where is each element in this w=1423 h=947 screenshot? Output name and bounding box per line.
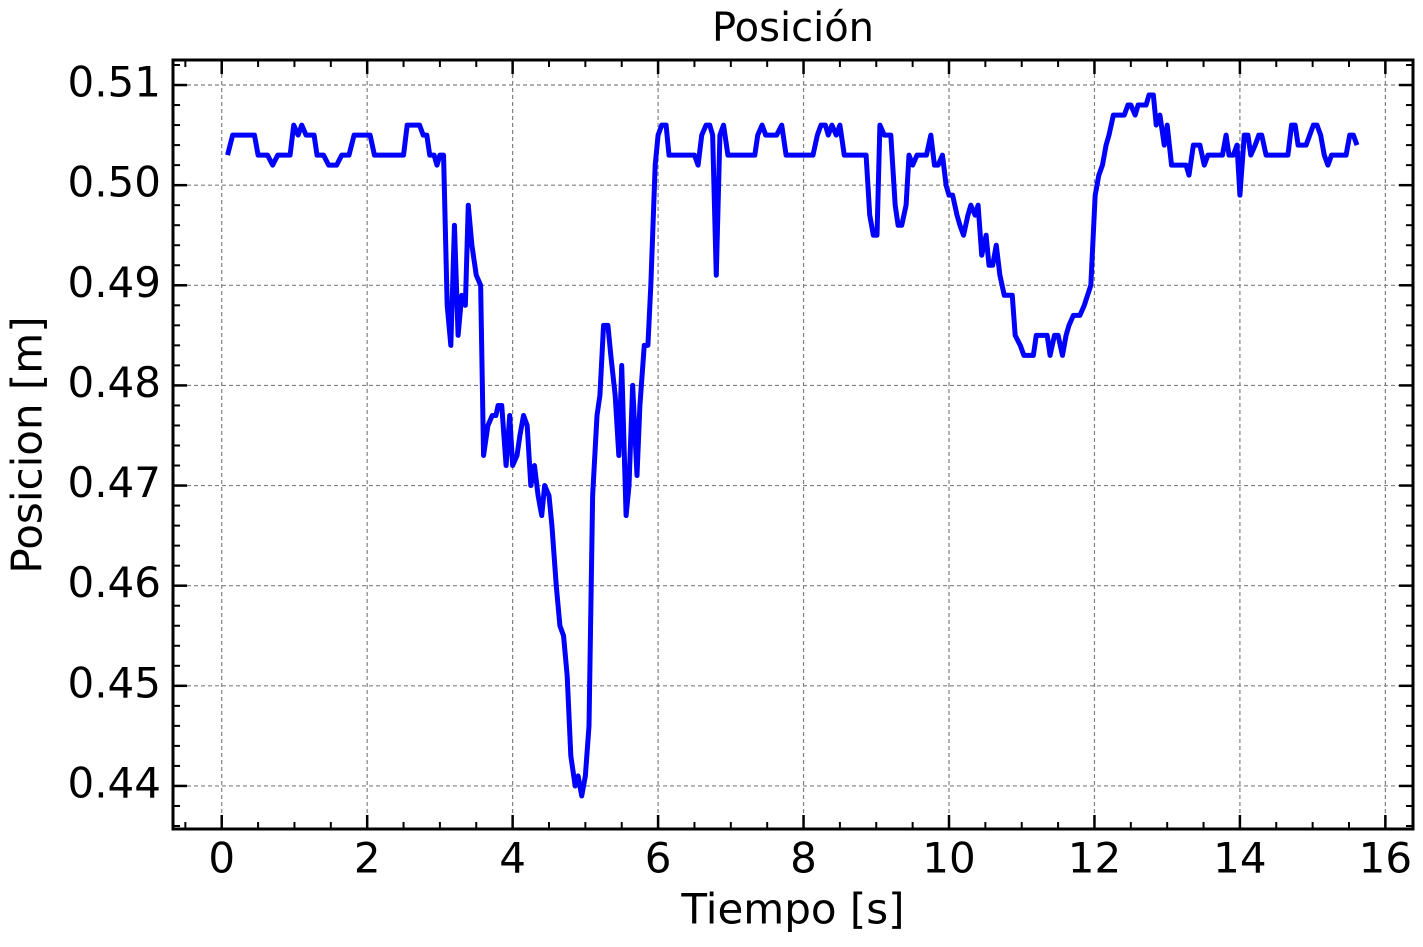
data-line — [225, 92, 1360, 799]
x-tick-label: 8 — [790, 834, 817, 883]
y-tick-label: 0.46 — [67, 558, 161, 607]
x-tick-label: 12 — [1068, 834, 1121, 883]
y-tick-label: 0.44 — [67, 758, 161, 807]
x-tick-label: 10 — [922, 834, 975, 883]
x-axis-label: Tiempo [s] — [680, 885, 904, 934]
x-tick-label: 6 — [645, 834, 672, 883]
x-tick-label: 2 — [354, 834, 381, 883]
y-tick-label: 0.51 — [67, 58, 161, 107]
y-axis-label: Posicion [m] — [3, 316, 52, 573]
plot-frame — [171, 58, 1415, 831]
chart-title: Posición — [712, 5, 874, 51]
x-tick-label: 4 — [499, 834, 526, 883]
y-tick-label: 0.45 — [67, 658, 161, 707]
x-tick-label: 16 — [1359, 834, 1412, 883]
y-tick-label: 0.48 — [67, 358, 161, 407]
x-tick-label: 14 — [1213, 834, 1266, 883]
x-tick-label: 0 — [208, 834, 235, 883]
y-tick-label: 0.49 — [67, 258, 161, 307]
y-tick-label: 0.50 — [67, 158, 161, 207]
y-tick-label: 0.47 — [67, 458, 161, 507]
